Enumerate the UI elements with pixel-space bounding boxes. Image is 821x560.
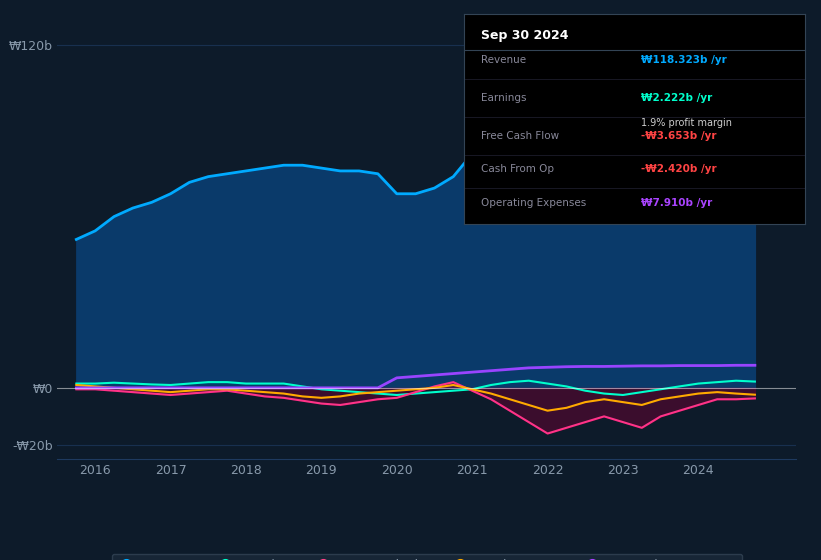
Legend: Revenue, Earnings, Free Cash Flow, Cash From Op, Operating Expenses: Revenue, Earnings, Free Cash Flow, Cash … (112, 554, 742, 560)
Text: 1.9% profit margin: 1.9% profit margin (641, 118, 732, 128)
Text: -₩3.653b /yr: -₩3.653b /yr (641, 131, 717, 141)
Text: ₩118.323b /yr: ₩118.323b /yr (641, 55, 727, 65)
Text: Operating Expenses: Operating Expenses (481, 198, 586, 208)
Text: Cash From Op: Cash From Op (481, 165, 554, 174)
Text: -₩2.420b /yr: -₩2.420b /yr (641, 165, 717, 174)
Text: Earnings: Earnings (481, 93, 526, 103)
Text: Sep 30 2024: Sep 30 2024 (481, 29, 568, 41)
Text: ₩2.222b /yr: ₩2.222b /yr (641, 93, 713, 103)
Text: Free Cash Flow: Free Cash Flow (481, 131, 559, 141)
Text: Revenue: Revenue (481, 55, 526, 65)
Text: ₩7.910b /yr: ₩7.910b /yr (641, 198, 713, 208)
